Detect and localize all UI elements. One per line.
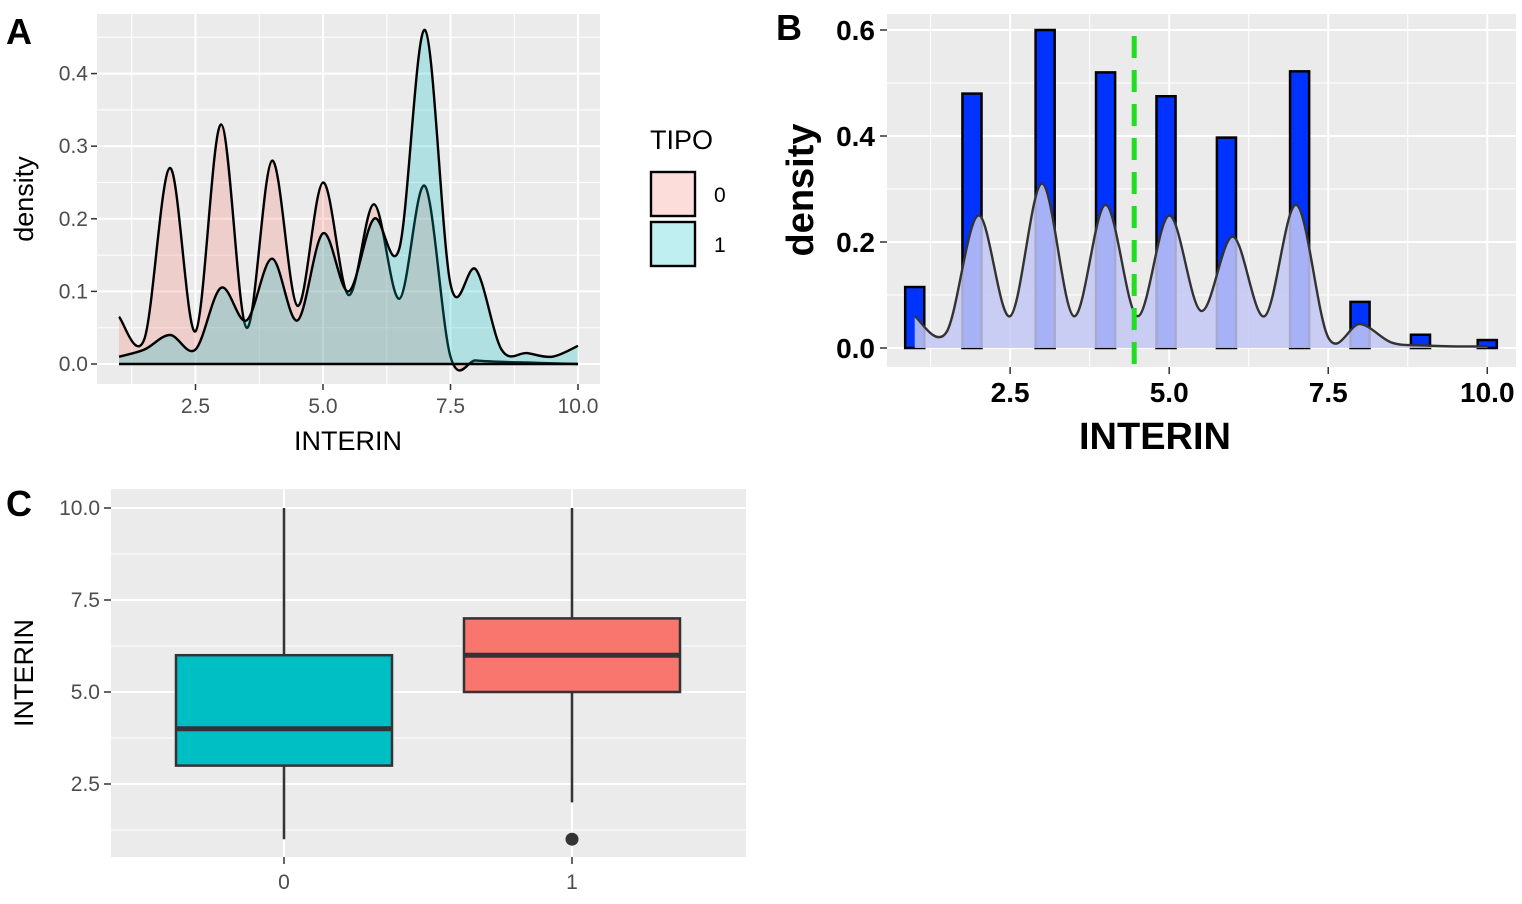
legend-key-tipo-0 [649,170,697,218]
panel-label-b: B [776,7,802,48]
x-tick-label: 5.0 [1150,377,1189,408]
y-axis-label: INTERIN [9,619,39,727]
panel-a-background [97,14,600,384]
legend-label: 0 [714,184,726,207]
y-axis-label: density [9,156,39,242]
legend-label: 1 [714,234,726,257]
y-tick-label: 0.4 [59,63,89,86]
legend-title: TIPO [650,125,713,155]
x-tick-label: 2.5 [991,377,1030,408]
density-overlay-area [914,183,1488,348]
panel-label-a: A [6,11,32,52]
series-line-tipo-1 [118,28,579,359]
panel-b-histogram-chart: 2.5 5.0 7.5 10.0 0.0 0.2 0.4 0.6 INTERIN density B [776,7,1516,458]
x-axis-label: INTERIN [294,426,402,456]
legend-key-background [650,171,696,217]
x-tick-label: 10.0 [1460,377,1515,408]
x-tick-label: 10.0 [558,395,599,418]
box-outlier-point [565,832,579,846]
y-tick-label: 7.5 [71,589,100,612]
y-tick-label: 0.3 [59,135,88,158]
x-tick-label: 0 [278,871,290,894]
box-tipo-0 [174,653,394,767]
y-tick-label: 0.2 [836,227,875,258]
panel-c-boxplot-chart: 0 1 2.5 5.0 7.5 10.0 INTERIN C [6,483,746,894]
panel-a-density-chart: 2.5 5.0 7.5 10.0 0.0 0.1 0.2 0.3 0.4 INTERIN densi… [6,11,726,456]
x-tick-label: 5.0 [308,395,337,418]
y-tick-label: 0.1 [59,280,88,303]
y-tick-label: 2.5 [71,773,100,796]
y-axis-label: density [780,123,822,256]
y-tick-label: 0.2 [59,208,88,231]
series-line-tipo-0 [118,123,579,372]
y-tick-label: 5.0 [71,681,100,704]
x-tick-label: 7.5 [1309,377,1348,408]
x-tick-label: 7.5 [436,395,465,418]
legend-key-tipo-1 [649,220,697,268]
y-tick-label: 0.4 [836,121,875,152]
panel-label-c: C [6,483,32,524]
y-tick-label: 0.6 [836,15,875,46]
y-tick-label: 0.0 [59,353,88,376]
y-tick-label: 10.0 [59,497,100,520]
series-area-tipo-1 [119,29,578,364]
x-tick-label: 1 [566,871,578,894]
legend-key-background [650,221,696,267]
x-axis-label: INTERIN [1079,416,1231,458]
x-tick-label: 2.5 [181,395,210,418]
density-overlay-line [913,182,1488,348]
y-tick-label: 0.0 [836,333,875,364]
series-area-tipo-0 [119,124,578,371]
